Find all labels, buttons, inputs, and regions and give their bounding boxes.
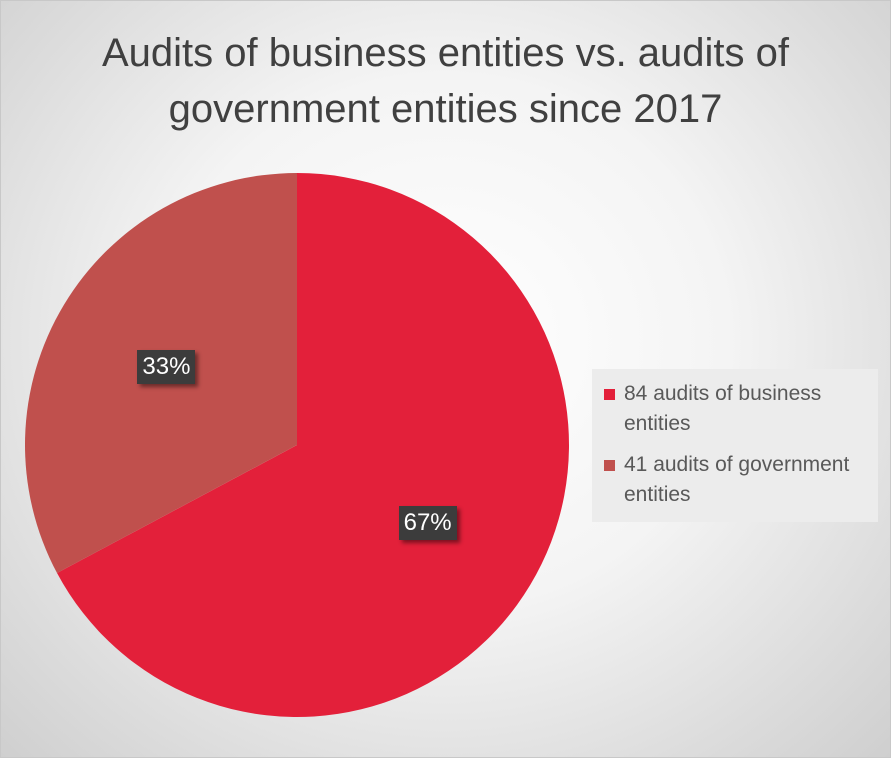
legend-label-business: 84 audits of business entities xyxy=(624,382,822,435)
legend-item-business: 84 audits of business entities xyxy=(604,379,868,439)
pie-slice-business xyxy=(57,173,569,717)
chart-title: Audits of business entities vs. audits o… xyxy=(101,31,790,131)
legend-swatch-government xyxy=(604,460,615,471)
legend-item-government: 41 audits of government entities xyxy=(604,450,868,510)
data-label-business: 67% xyxy=(398,506,457,541)
legend-swatch-business xyxy=(604,389,615,400)
legend-label-government: 41 audits of government entities xyxy=(624,453,850,506)
data-label-government: 33% xyxy=(137,349,196,384)
legend: 84 audits of business entities 41 audits… xyxy=(592,369,878,522)
